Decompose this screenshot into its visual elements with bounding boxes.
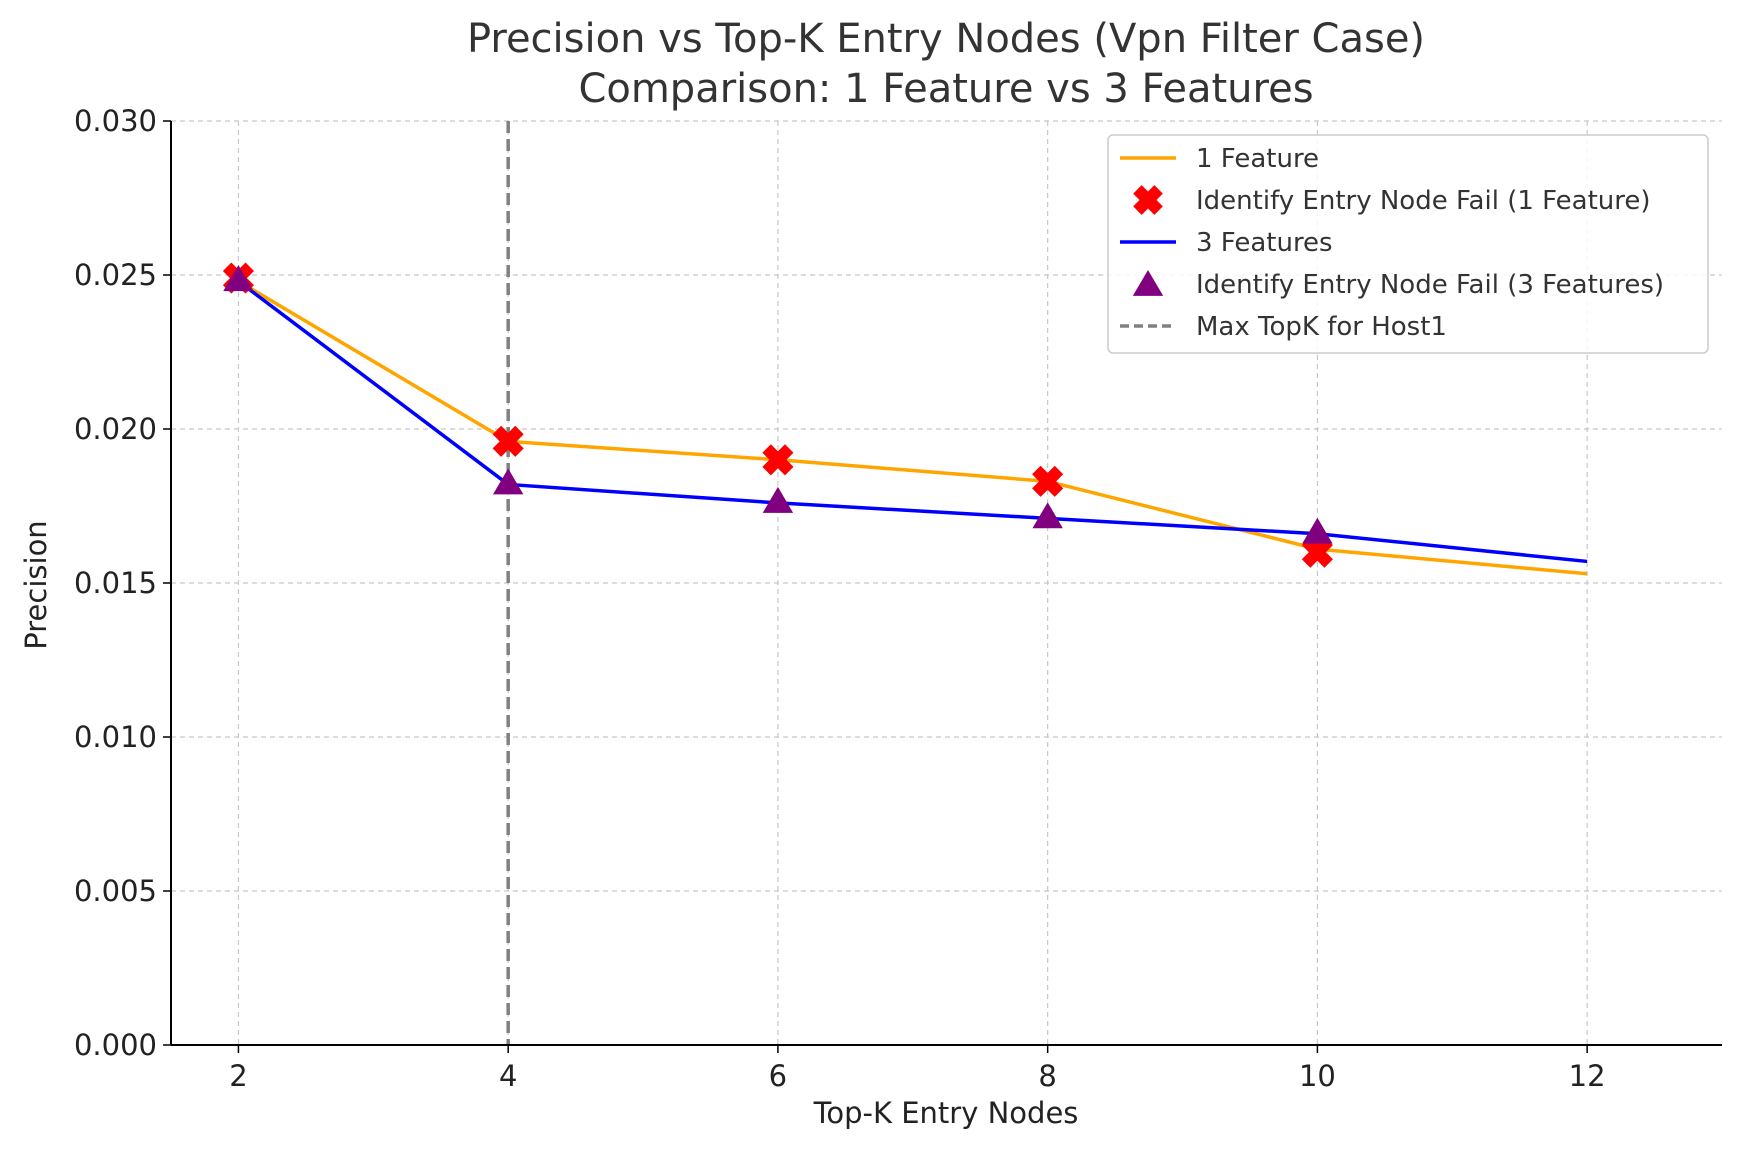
legend-label: Max TopK for Host1 [1196, 312, 1447, 342]
x-tick-label: 6 [769, 1059, 787, 1093]
y-axis-label: Precision [19, 520, 53, 649]
marker-x-point [762, 444, 794, 476]
marker-x-point [1032, 465, 1064, 497]
legend-box [1107, 134, 1709, 354]
legend-handle-x [1133, 185, 1163, 215]
series-line-3-features [237, 279, 1588, 564]
series-lines [237, 279, 1588, 576]
marker-triangle-point [492, 468, 524, 495]
y-tick-label: 0.025 [74, 258, 157, 292]
x-tick-label: 8 [1038, 1059, 1056, 1093]
x-tick-label: 2 [229, 1059, 247, 1093]
marker-x-point [1301, 536, 1333, 568]
y-tick-label: 0.005 [74, 874, 157, 908]
legend-label: Identify Entry Node Fail (1 Feature) [1196, 186, 1651, 216]
legend-label: Identify Entry Node Fail (3 Features) [1196, 270, 1664, 300]
y-tick-label: 0.020 [74, 412, 157, 446]
legend-handle-triangle [1132, 270, 1164, 296]
x-tick-label: 12 [1569, 1059, 1606, 1093]
legend-label: 1 Feature [1196, 144, 1319, 174]
marker-x-point [492, 425, 524, 457]
marker-triangle-point [223, 265, 254, 292]
x-tick-label: 10 [1299, 1059, 1336, 1093]
x-tick-label: 4 [499, 1059, 517, 1093]
series-line-1-feature [237, 279, 1588, 576]
legend: 1 Feature Identify Entry Node Fail (1 Fea… [1107, 134, 1709, 354]
y-tick-label: 0.000 [74, 1028, 157, 1062]
legend-label: 3 Features [1196, 228, 1333, 258]
marker-triangle-point [1302, 517, 1333, 544]
chart-title-line2: Comparison: 1 Feature vs 3 Features [578, 66, 1313, 112]
tick-labels: 2 4 6 8 10 12 0.000 0.005 0.010 0.015 0.020 0.025 0.… [74, 104, 1606, 1093]
axes [163, 120, 1722, 1053]
series-markers [222, 262, 1333, 568]
chart-title-line1: Precision vs Top-K Entry Nodes (Vpn Filt… [467, 16, 1425, 62]
x-axis-label: Top-K Entry Nodes [813, 1096, 1079, 1130]
marker-triangle-point [762, 486, 794, 513]
y-tick-label: 0.010 [74, 720, 157, 754]
y-tick-label: 0.030 [74, 104, 157, 138]
marker-triangle-point [1032, 502, 1063, 529]
y-tick-label: 0.015 [74, 566, 157, 600]
